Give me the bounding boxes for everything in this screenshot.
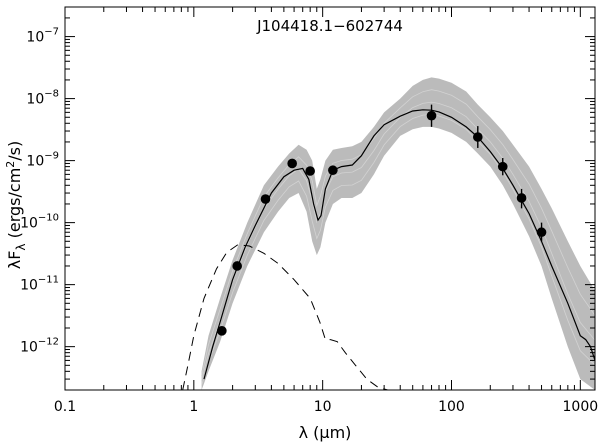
data-point-10	[516, 193, 527, 203]
x-tick-label: 1	[189, 399, 198, 415]
plot-area	[182, 77, 595, 390]
data-point-2	[232, 261, 242, 271]
data-point-4	[287, 158, 297, 169]
x-tick-label: 0.1	[54, 399, 76, 415]
model-track-2	[201, 101, 595, 381]
chart-title: J104418.1−602744	[256, 17, 403, 35]
y-tick-label: 10−12	[20, 337, 59, 356]
data-point-5	[305, 166, 315, 176]
y-axis-label: λFλ (ergs/cm2/s)	[4, 141, 28, 269]
data-point-3	[260, 194, 271, 204]
y-axis: 10−12 10−11 10−10 10−9 10−8 10−7	[20, 6, 595, 391]
model-track-1	[201, 114, 595, 386]
plot-frame	[64, 6, 596, 391]
y-tick-label: 10−10	[20, 213, 59, 232]
photosphere-line	[182, 244, 388, 390]
y-tick-label: 10−11	[20, 275, 59, 294]
data-point-7	[426, 110, 437, 121]
data-point-6	[328, 165, 338, 176]
best-fit-line	[203, 109, 595, 380]
data-point-11	[536, 227, 547, 238]
y-tick-label: 10−7	[26, 27, 59, 46]
y-tick-label: 10−8	[26, 89, 59, 108]
model-envelope	[201, 77, 595, 390]
x-tick-label: 100	[438, 399, 465, 415]
x-tick-label: 1000	[563, 399, 599, 415]
data-point-1	[217, 326, 227, 336]
model-track-3	[201, 89, 595, 377]
x-axis-label: λ (μm)	[299, 423, 352, 442]
data-point-9	[497, 161, 508, 172]
data-point-8	[472, 132, 483, 142]
x-tick-label: 10	[314, 399, 332, 415]
y-tick-label: 10−9	[26, 151, 59, 170]
x-axis: 0.1 1 10 100 1000	[54, 7, 598, 415]
